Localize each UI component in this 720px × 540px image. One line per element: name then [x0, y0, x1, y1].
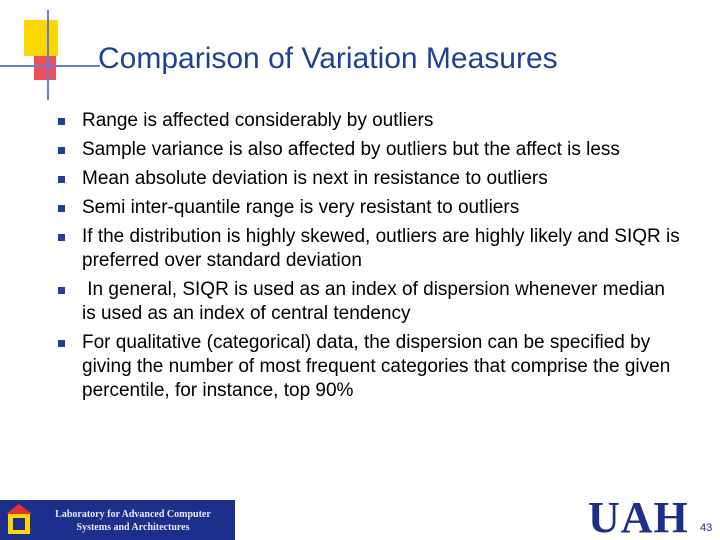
lab-icon: [6, 504, 32, 534]
bullet-item: Sample variance is also affected by outl…: [58, 138, 682, 162]
lab-name-line: Systems and Architectures: [76, 522, 190, 533]
bullet-item: Semi inter-quantile range is very resist…: [58, 196, 682, 220]
bullet-item: If the distribution is highly skewed, ou…: [58, 225, 682, 273]
slide-title: Comparison of Variation Measures: [98, 42, 558, 75]
bullet-item: For qualitative (categorical) data, the …: [58, 331, 682, 403]
lab-name-line: Laboratory for Advanced Computer: [55, 509, 211, 520]
bullet-item: Mean absolute deviation is next in resis…: [58, 167, 682, 191]
bullet-item: In general, SIQR is used as an index of …: [58, 278, 682, 326]
lab-banner: Laboratory for Advanced Computer Systems…: [0, 500, 235, 540]
page-number: 43: [700, 522, 713, 534]
bullet-list: Range is affected considerably by outlie…: [58, 109, 698, 408]
corner-decoration: [0, 10, 100, 100]
uah-logo: UAH: [588, 493, 689, 540]
bullet-item: Range is affected considerably by outlie…: [58, 109, 682, 133]
